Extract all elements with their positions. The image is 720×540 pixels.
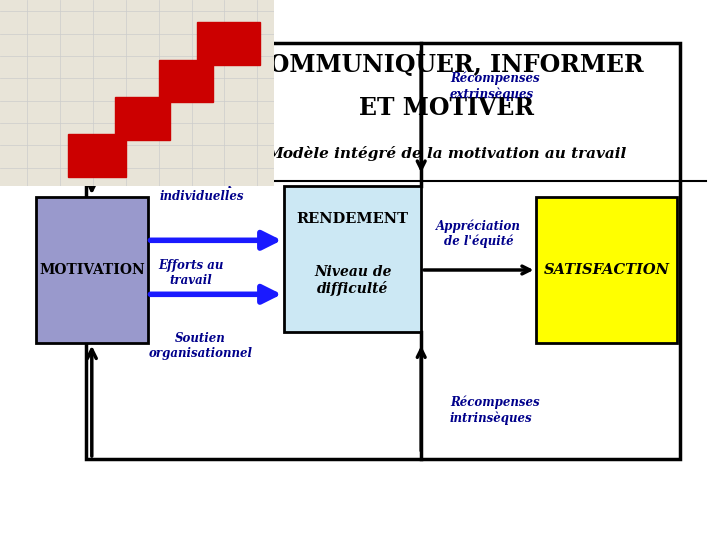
Text: Caractéristiques
individuelles: Caractéristiques individuelles [147, 174, 256, 202]
Text: Modèle intégré de la motivation au travail: Modèle intégré de la motivation au trava… [266, 146, 626, 161]
Text: Récompenses
extrinsèques: Récompenses extrinsèques [450, 72, 539, 101]
Text: MOTIVATION: MOTIVATION [39, 263, 145, 277]
Text: COMMUNIQUER, INFORMER: COMMUNIQUER, INFORMER [250, 53, 643, 77]
Text: Récompenses
intrinsèques: Récompenses intrinsèques [450, 396, 539, 425]
FancyBboxPatch shape [36, 197, 148, 343]
Text: RENDEMENT: RENDEMENT [297, 212, 409, 226]
Text: Niveau de
difficulté: Niveau de difficulté [314, 265, 392, 296]
Text: Efforts au
travail: Efforts au travail [158, 259, 223, 287]
FancyBboxPatch shape [284, 186, 421, 332]
Text: Soutien
organisationnel: Soutien organisationnel [148, 332, 252, 360]
Polygon shape [68, 22, 260, 177]
Text: SATISFACTION: SATISFACTION [544, 263, 670, 277]
FancyBboxPatch shape [536, 197, 677, 343]
Text: Appréciation
de l'équité: Appréciation de l'équité [436, 219, 521, 248]
Text: ET MOTIVER: ET MOTIVER [359, 96, 534, 120]
